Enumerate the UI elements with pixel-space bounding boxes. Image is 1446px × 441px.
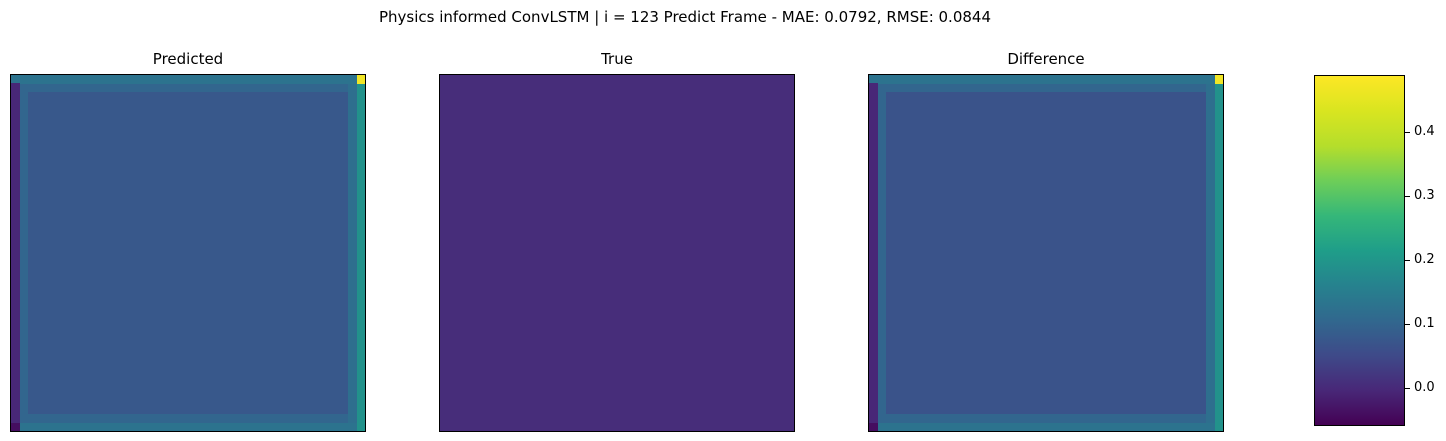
colorbar-tick	[1405, 260, 1410, 261]
difference-heatmap	[868, 74, 1224, 432]
colorbar-tick	[1405, 324, 1410, 325]
heatmap-outer-bottom-row	[869, 422, 1223, 431]
heatmap-outer-left-col	[11, 83, 20, 431]
predicted-heatmap	[10, 74, 366, 432]
heatmap-top-right-corner	[356, 75, 365, 84]
heatmap-inner-bottom-row	[19, 414, 358, 424]
heatmap-interior	[869, 75, 1223, 431]
difference-panel-title: Difference	[1007, 50, 1085, 68]
true-heatmap	[439, 74, 795, 432]
heatmap-outer-left-col	[869, 83, 878, 431]
colorbar-tick-label: 0.4	[1414, 124, 1435, 139]
heatmap-outer-bottom-row	[11, 422, 365, 431]
predicted-panel-title: Predicted	[152, 50, 224, 68]
colorbar-tick-label: 0.1	[1414, 316, 1435, 331]
heatmap-bottom-left-corner	[11, 422, 20, 431]
colorbar-tick-label: 0.2	[1414, 252, 1435, 267]
heatmap-top-right-corner	[1214, 75, 1223, 84]
heatmap-outer-right-col	[1214, 83, 1223, 431]
heatmap-interior	[440, 75, 794, 431]
heatmap-inner-right-col	[348, 83, 358, 424]
colorbar-tick-label: 0.0	[1414, 380, 1435, 395]
heatmap-interior	[11, 75, 365, 431]
heatmap-inner-top-row	[19, 83, 358, 93]
heatmap-outer-right-col	[356, 83, 365, 431]
colorbar-tick	[1405, 132, 1410, 133]
true-panel-title: True	[601, 50, 633, 68]
colorbar-tick	[1405, 196, 1410, 197]
heatmap-outer-top-row	[11, 75, 365, 84]
heatmap-bottom-left-corner	[869, 422, 878, 431]
heatmap-inner-right-col	[1206, 83, 1216, 424]
heatmap-inner-top-row	[877, 83, 1216, 93]
colorbar-tick	[1405, 388, 1410, 389]
heatmap-inner-bottom-row	[877, 414, 1216, 424]
colorbar	[1314, 75, 1405, 426]
figure-title: Physics informed ConvLSTM | i = 123 Pred…	[379, 8, 991, 26]
heatmap-inner-left-col	[877, 83, 887, 424]
colorbar-tick-label: 0.3	[1414, 188, 1435, 203]
heatmap-outer-top-row	[869, 75, 1223, 84]
heatmap-inner-left-col	[19, 83, 29, 424]
